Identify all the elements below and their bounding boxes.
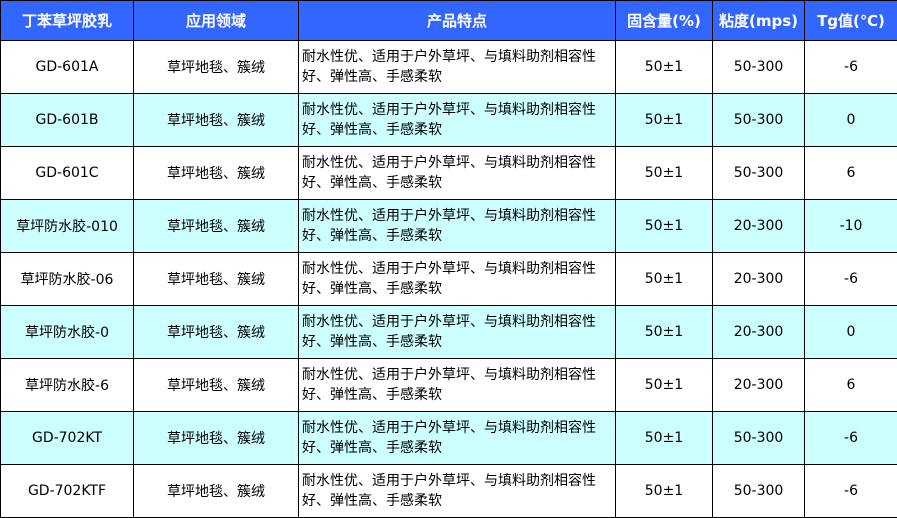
header-name: 丁苯草坪胶乳 xyxy=(0,0,134,41)
cell-tg: 6 xyxy=(804,358,897,412)
cell-viscosity: 20-300 xyxy=(712,199,805,253)
header-tg: Tg值(℃) xyxy=(804,0,897,41)
cell-solid: 50±1 xyxy=(615,305,713,359)
cell-viscosity: 50-300 xyxy=(712,464,805,518)
table-row: GD-702KTF 草坪地毯、簇绒 耐水性优、适用于户外草坪、与填料助剂相容性好、弹… xyxy=(0,464,897,518)
cell-name: 草坪防水胶-06 xyxy=(0,252,134,306)
table-row: GD-601A 草坪地毯、簇绒 耐水性优、适用于户外草坪、与填料助剂相容性好、弹性高… xyxy=(0,40,897,94)
cell-viscosity: 50-300 xyxy=(712,93,805,147)
table-row: 草坪防水胶-010 草坪地毯、簇绒 耐水性优、适用于户外草坪、与填料助剂相容性好、弹… xyxy=(0,199,897,253)
header-field: 应用领域 xyxy=(133,0,299,41)
table-row: 草坪防水胶-06 草坪地毯、簇绒 耐水性优、适用于户外草坪、与填料助剂相容性好、弹性… xyxy=(0,252,897,306)
cell-viscosity: 20-300 xyxy=(712,252,805,306)
header-feature: 产品特点 xyxy=(298,0,616,41)
table-row: 草坪防水胶-6 草坪地毯、簇绒 耐水性优、适用于户外草坪、与填料助剂相容性好、弹性高… xyxy=(0,358,897,412)
cell-tg: -10 xyxy=(804,199,897,253)
header-solid: 固含量(%) xyxy=(615,0,713,41)
cell-name: GD-601A xyxy=(0,40,134,94)
cell-solid: 50±1 xyxy=(615,199,713,253)
cell-name: GD-601C xyxy=(0,146,134,200)
cell-feature: 耐水性优、适用于户外草坪、与填料助剂相容性好、弹性高、手感柔软 xyxy=(298,252,616,306)
cell-viscosity: 20-300 xyxy=(712,305,805,359)
cell-solid: 50±1 xyxy=(615,40,713,94)
cell-feature: 耐水性优、适用于户外草坪、与填料助剂相容性好、弹性高、手感柔软 xyxy=(298,146,616,200)
cell-field: 草坪地毯、簇绒 xyxy=(133,40,299,94)
header-row: 丁苯草坪胶乳 应用领域 产品特点 固含量(%) 粘度(mps) Tg值(℃) xyxy=(0,0,897,41)
cell-feature: 耐水性优、适用于户外草坪、与填料助剂相容性好、弹性高、手感柔软 xyxy=(298,358,616,412)
table-row: GD-702KT 草坪地毯、簇绒 耐水性优、适用于户外草坪、与填料助剂相容性好、弹性… xyxy=(0,411,897,465)
cell-name: 草坪防水胶-0 xyxy=(0,305,134,359)
cell-feature: 耐水性优、适用于户外草坪、与填料助剂相容性好、弹性高、手感柔软 xyxy=(298,305,616,359)
cell-tg: -6 xyxy=(804,464,897,518)
cell-tg: 6 xyxy=(804,146,897,200)
table-row: 草坪防水胶-0 草坪地毯、簇绒 耐水性优、适用于户外草坪、与填料助剂相容性好、弹性高… xyxy=(0,305,897,359)
cell-field: 草坪地毯、簇绒 xyxy=(133,358,299,412)
cell-tg: -6 xyxy=(804,411,897,465)
cell-field: 草坪地毯、簇绒 xyxy=(133,464,299,518)
cell-tg: 0 xyxy=(804,93,897,147)
header-viscosity: 粘度(mps) xyxy=(712,0,805,41)
cell-viscosity: 50-300 xyxy=(712,411,805,465)
cell-feature: 耐水性优、适用于户外草坪、与填料助剂相容性好、弹性高、手感柔软 xyxy=(298,40,616,94)
cell-name: GD-702KTF xyxy=(0,464,134,518)
cell-name: GD-702KT xyxy=(0,411,134,465)
cell-solid: 50±1 xyxy=(615,252,713,306)
cell-solid: 50±1 xyxy=(615,146,713,200)
cell-field: 草坪地毯、簇绒 xyxy=(133,93,299,147)
table-row: GD-601B 草坪地毯、簇绒 耐水性优、适用于户外草坪、与填料助剂相容性好、弹性高… xyxy=(0,93,897,147)
cell-solid: 50±1 xyxy=(615,358,713,412)
cell-tg: 0 xyxy=(804,305,897,359)
cell-feature: 耐水性优、适用于户外草坪、与填料助剂相容性好、弹性高、手感柔软 xyxy=(298,199,616,253)
cell-field: 草坪地毯、簇绒 xyxy=(133,305,299,359)
cell-tg: -6 xyxy=(804,252,897,306)
cell-viscosity: 20-300 xyxy=(712,358,805,412)
table-row: GD-601C 草坪地毯、簇绒 耐水性优、适用于户外草坪、与填料助剂相容性好、弹性高… xyxy=(0,146,897,200)
cell-viscosity: 50-300 xyxy=(712,146,805,200)
cell-tg: -6 xyxy=(804,40,897,94)
cell-field: 草坪地毯、簇绒 xyxy=(133,199,299,253)
cell-solid: 50±1 xyxy=(615,411,713,465)
cell-solid: 50±1 xyxy=(615,464,713,518)
cell-feature: 耐水性优、适用于户外草坪、与填料助剂相容性好、弹性高、手感柔软 xyxy=(298,411,616,465)
cell-viscosity: 50-300 xyxy=(712,40,805,94)
cell-feature: 耐水性优、适用于户外草坪、与填料助剂相容性好、弹性高、手感柔软 xyxy=(298,464,616,518)
cell-name: 草坪防水胶-010 xyxy=(0,199,134,253)
cell-name: GD-601B xyxy=(0,93,134,147)
cell-field: 草坪地毯、簇绒 xyxy=(133,252,299,306)
cell-name: 草坪防水胶-6 xyxy=(0,358,134,412)
cell-solid: 50±1 xyxy=(615,93,713,147)
cell-field: 草坪地毯、簇绒 xyxy=(133,411,299,465)
cell-field: 草坪地毯、簇绒 xyxy=(133,146,299,200)
cell-feature: 耐水性优、适用于户外草坪、与填料助剂相容性好、弹性高、手感柔软 xyxy=(298,93,616,147)
